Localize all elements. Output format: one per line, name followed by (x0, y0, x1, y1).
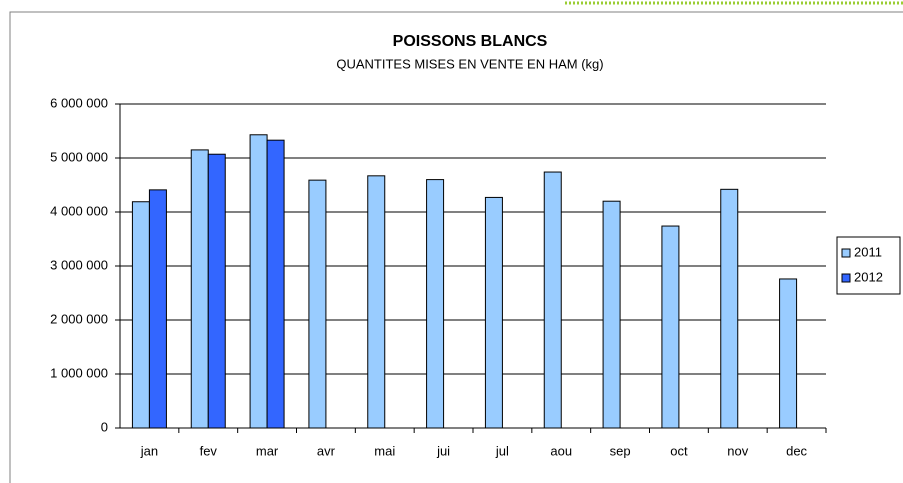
legend-box (836, 236, 901, 295)
legend-label: 2011 (854, 244, 882, 259)
bar (602, 200, 621, 429)
x-tick-label: oct (670, 443, 688, 458)
bar (249, 134, 268, 429)
x-tick-label: fev (200, 443, 218, 458)
bar (266, 139, 285, 429)
x-tick-label: nov (727, 443, 748, 458)
x-tick-label: jul (495, 443, 509, 458)
x-tick-label: mar (256, 443, 279, 458)
bar (131, 201, 150, 429)
legend-label: 2012 (854, 269, 883, 284)
bar (148, 189, 167, 429)
bar (207, 153, 226, 429)
chart-frame (9, 11, 903, 483)
bar (190, 149, 209, 429)
x-tick-label: sep (610, 443, 631, 458)
y-tick-label: 4 000 000 (50, 203, 108, 218)
y-tick-label: 0 (101, 419, 108, 434)
x-tick-label: avr (317, 443, 336, 458)
x-tick-label: jui (436, 443, 450, 458)
y-tick-label: 2 000 000 (50, 311, 108, 326)
chart-title: POISSONS BLANCS (393, 33, 548, 50)
y-tick-label: 6 000 000 (50, 95, 108, 110)
bar (426, 179, 445, 429)
legend-swatch (841, 248, 851, 258)
bar (367, 175, 386, 429)
y-tick-label: 1 000 000 (50, 365, 108, 380)
legend-swatch (841, 273, 851, 283)
bar (720, 188, 739, 429)
bar (484, 196, 503, 429)
x-tick-label: mai (374, 443, 395, 458)
y-tick-label: 5 000 000 (50, 149, 108, 164)
x-tick-label: dec (786, 443, 807, 458)
bar (661, 225, 680, 429)
x-tick-label: jan (140, 443, 158, 458)
bar (308, 179, 327, 429)
bar (779, 278, 798, 429)
y-tick-label: 3 000 000 (50, 257, 108, 272)
bar (543, 171, 562, 429)
chart-subtitle: QUANTITES MISES EN VENTE EN HAM (kg) (336, 56, 603, 71)
x-tick-label: aou (550, 443, 572, 458)
